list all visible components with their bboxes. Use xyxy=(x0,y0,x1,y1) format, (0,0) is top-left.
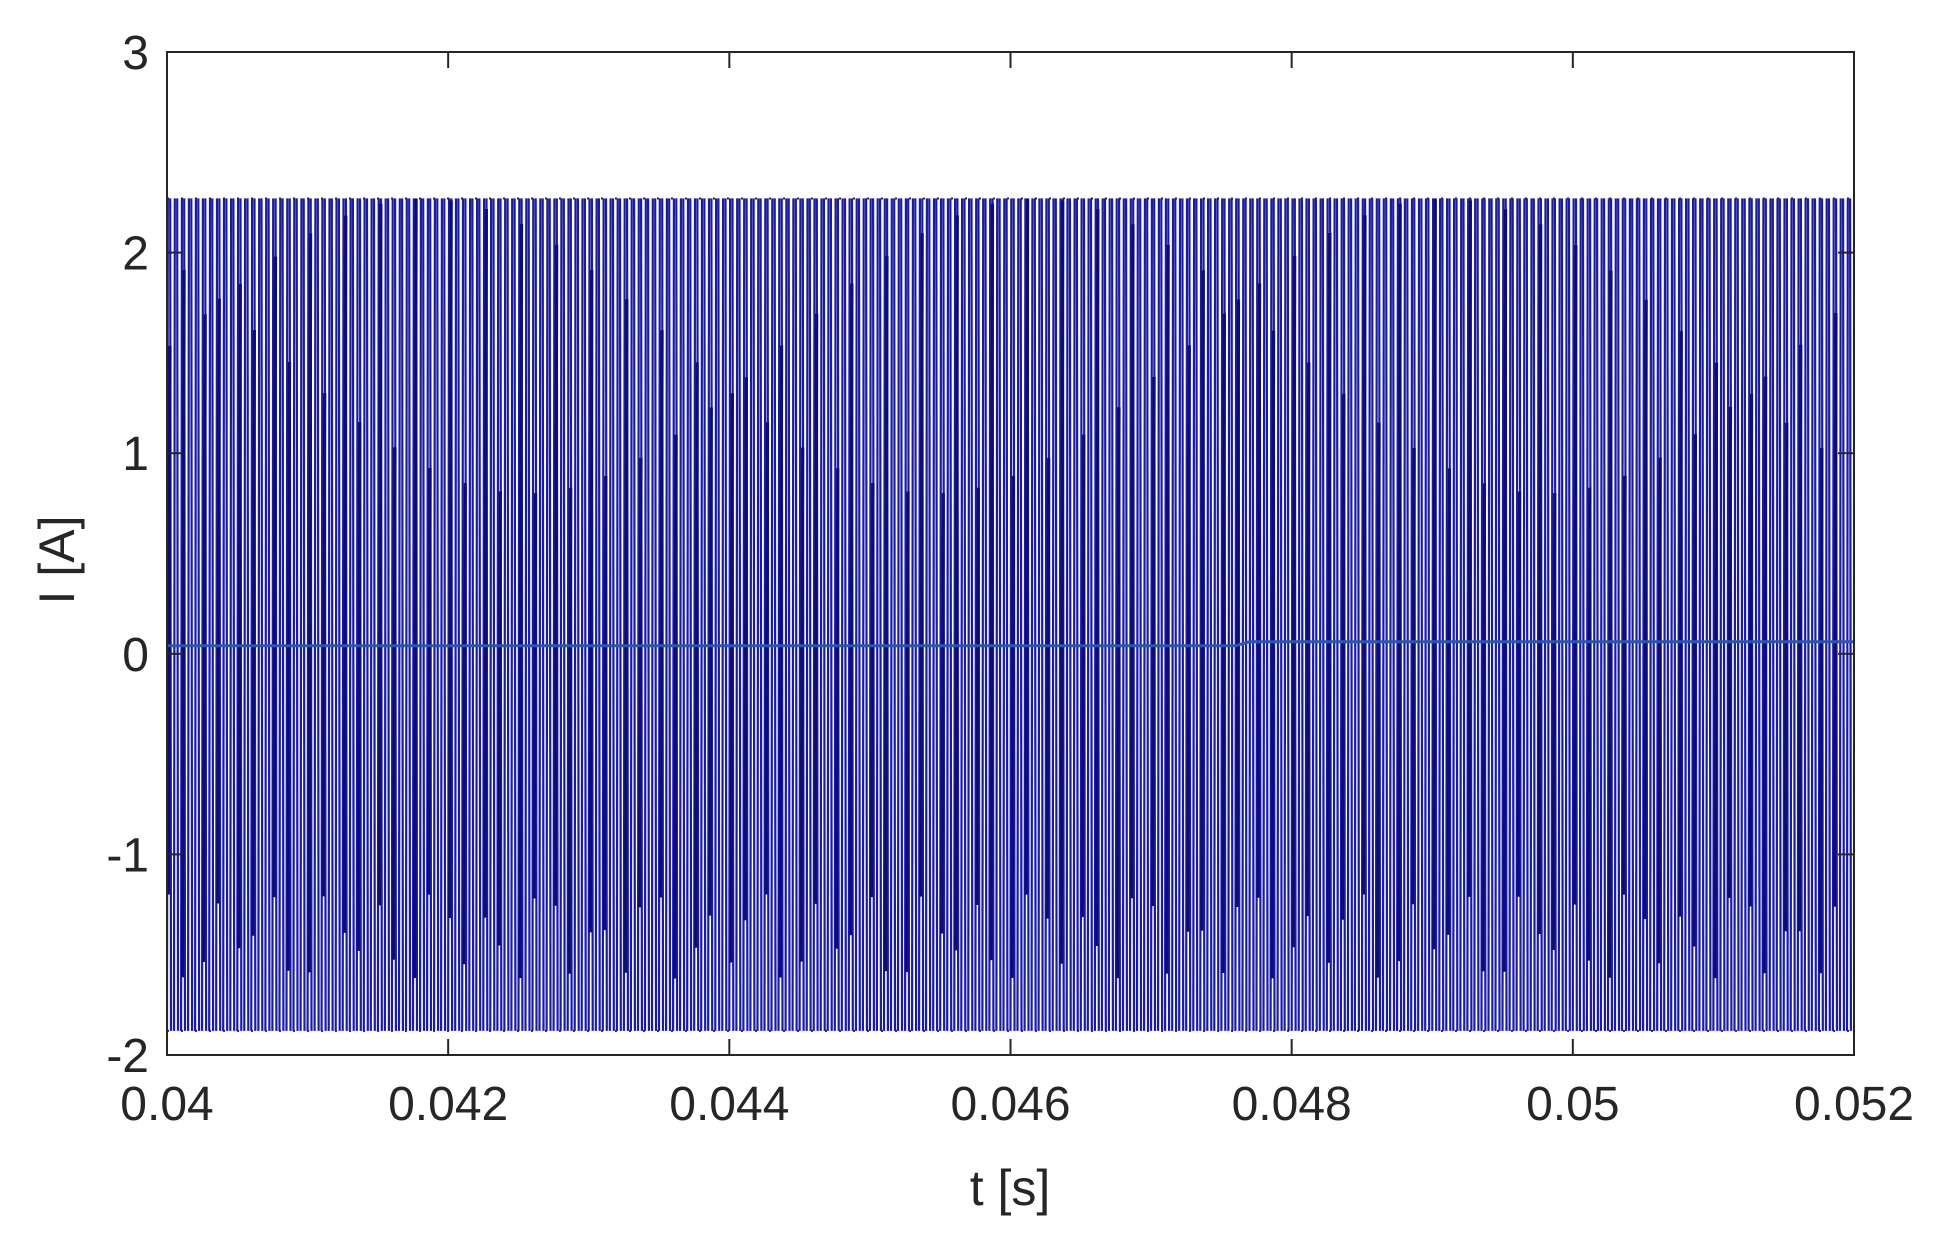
y-tick-label: 0 xyxy=(122,629,149,682)
x-tick-label: 0.052 xyxy=(1794,1078,1914,1131)
signal-trace-inner xyxy=(167,198,1838,979)
plot-area xyxy=(167,197,1854,1032)
x-tick-label: 0.048 xyxy=(1232,1078,1352,1131)
x-tick-label: 0.04 xyxy=(120,1078,213,1131)
x-tick-label: 0.044 xyxy=(669,1078,789,1131)
y-tick-label: 1 xyxy=(122,428,149,481)
x-tick-label: 0.046 xyxy=(950,1078,1070,1131)
signal-trace xyxy=(167,198,1852,1031)
x-tick-label: 0.05 xyxy=(1526,1078,1619,1131)
y-tick-label: 3 xyxy=(122,27,149,80)
x-axis-label: t [s] xyxy=(970,1160,1051,1216)
y-tick-label: 2 xyxy=(122,228,149,281)
ticks: 0.04 0.042 0.044 0.046 0.048 0.05 0.052 -2 -1 0 1 2… xyxy=(106,27,1914,1131)
y-axis-label: I [A] xyxy=(29,516,85,605)
x-tick-label: 0.042 xyxy=(388,1078,508,1131)
y-tick-label: -1 xyxy=(106,829,149,882)
mean-current-line xyxy=(167,640,1854,648)
y-tick-label: -2 xyxy=(106,1030,149,1083)
